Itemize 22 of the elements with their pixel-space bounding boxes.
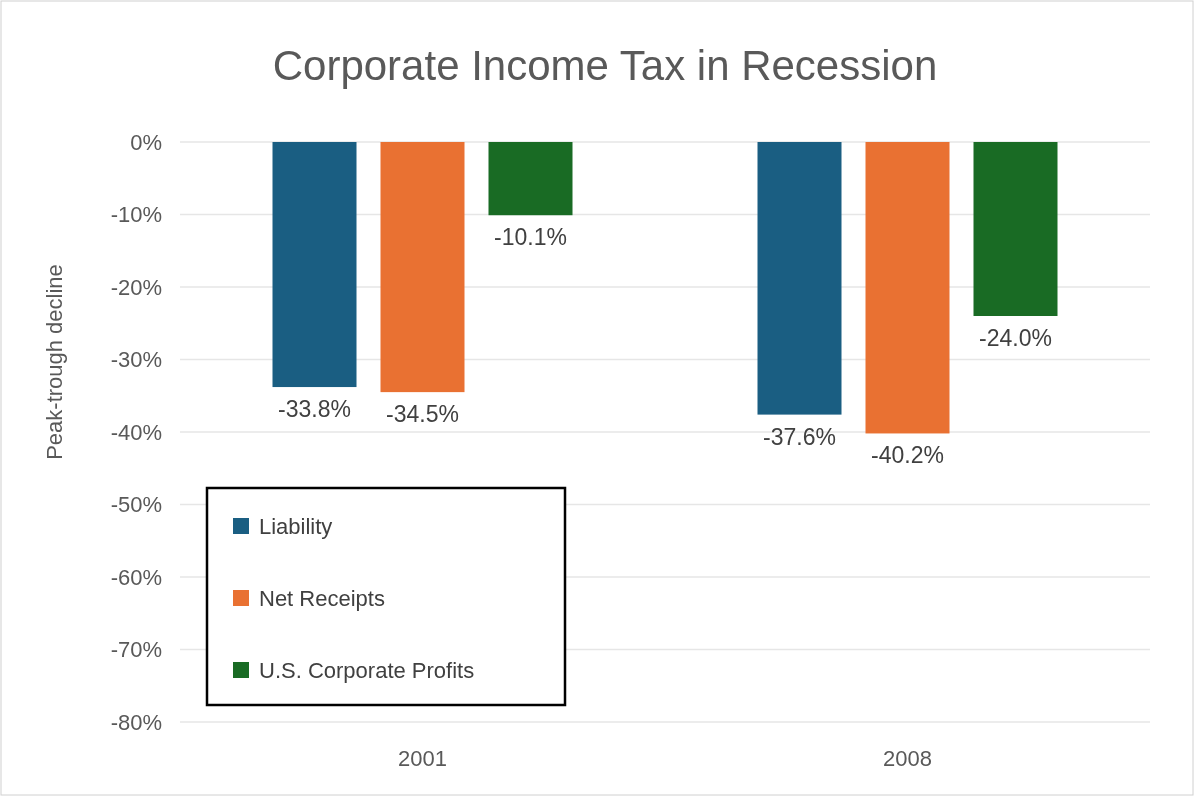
data-label: -40.2%: [871, 442, 944, 469]
data-label: -34.5%: [386, 401, 459, 428]
y-axis-title: Peak-trough decline: [42, 264, 67, 460]
y-tick-label: -10%: [110, 202, 162, 228]
legend-label: U.S. Corporate Profits: [259, 658, 475, 683]
data-label: -33.8%: [278, 396, 351, 423]
y-tick-label: 0%: [130, 129, 162, 155]
x-tick-label: 2001: [398, 745, 447, 771]
y-tick-label: -30%: [110, 347, 162, 373]
data-label: -10.1%: [494, 224, 567, 251]
y-tick-label: -60%: [110, 564, 162, 590]
chart-title: Corporate Income Tax in Recession: [272, 42, 938, 89]
data-label: -24.0%: [979, 325, 1052, 351]
legend-label: Net Receipts: [259, 586, 385, 611]
y-tick-label: -80%: [110, 709, 162, 735]
y-tick-label: -50%: [110, 492, 162, 518]
y-tick-label: -40%: [110, 419, 162, 445]
y-tick-label: -70%: [110, 637, 162, 663]
legend-label: Liability: [259, 514, 333, 539]
y-tick-label: -20%: [110, 274, 162, 300]
x-tick-label: 2008: [883, 745, 932, 771]
data-label: -37.6%: [763, 423, 836, 450]
